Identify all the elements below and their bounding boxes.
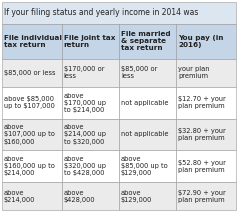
Bar (2, 182, 62, 210)
Text: $170,000 or
less: $170,000 or less (64, 66, 104, 80)
Bar (119, 182, 176, 210)
Text: above
$320,000 up
to $428,000: above $320,000 up to $428,000 (64, 156, 105, 176)
Text: $85,000 or
less: $85,000 or less (121, 66, 157, 80)
Bar (2, 150, 62, 182)
Text: above
$428,000: above $428,000 (64, 190, 95, 203)
Text: If your filing status and yearly income in 2014 was: If your filing status and yearly income … (4, 8, 198, 17)
Bar (176, 87, 236, 119)
Bar (2, 119, 62, 150)
Bar (119, 87, 176, 119)
Bar (62, 150, 119, 182)
Text: above
$160,000 up to
$214,000: above $160,000 up to $214,000 (4, 156, 55, 176)
Text: $85,000 or less: $85,000 or less (4, 70, 55, 76)
Bar (2, 87, 62, 119)
Text: above
$107,000 up to
$160,000: above $107,000 up to $160,000 (4, 124, 55, 145)
Bar (176, 150, 236, 182)
Bar (119, 119, 176, 150)
Text: File individual
tax return: File individual tax return (4, 35, 62, 48)
Text: You pay (in
2016): You pay (in 2016) (178, 35, 224, 48)
Bar (176, 59, 236, 87)
Text: not applicable: not applicable (121, 100, 169, 106)
Text: File joint tax
return: File joint tax return (64, 35, 115, 48)
Text: $52.80 + your
plan premium: $52.80 + your plan premium (178, 160, 226, 173)
Bar (2, 2, 236, 24)
Bar (62, 182, 119, 210)
Bar (2, 24, 62, 59)
Text: $12.70 + your
plan premium: $12.70 + your plan premium (178, 96, 226, 109)
Bar (176, 24, 236, 59)
Bar (119, 24, 176, 59)
Text: above
$214,000: above $214,000 (4, 190, 35, 203)
Bar (62, 59, 119, 87)
Bar (62, 24, 119, 59)
Bar (119, 150, 176, 182)
Bar (2, 59, 62, 87)
Text: above
$214,000 up
to $320,000: above $214,000 up to $320,000 (64, 124, 105, 145)
Text: above
$85,000 up to
$129,000: above $85,000 up to $129,000 (121, 156, 168, 176)
Text: not applicable: not applicable (121, 131, 169, 138)
Bar (62, 87, 119, 119)
Text: above
$170,000 up
to $214,000: above $170,000 up to $214,000 (64, 92, 105, 113)
Text: above $85,000
up to $107,000: above $85,000 up to $107,000 (4, 96, 55, 109)
Text: File married
& separate
tax return: File married & separate tax return (121, 31, 171, 52)
Text: $72.90 + your
plan premium: $72.90 + your plan premium (178, 190, 226, 203)
Text: $32.80 + your
plan premium: $32.80 + your plan premium (178, 128, 226, 141)
Text: above
$129,000: above $129,000 (121, 190, 152, 203)
Bar (62, 119, 119, 150)
Bar (176, 182, 236, 210)
Bar (176, 119, 236, 150)
Bar (119, 59, 176, 87)
Text: your plan
premium: your plan premium (178, 66, 210, 80)
